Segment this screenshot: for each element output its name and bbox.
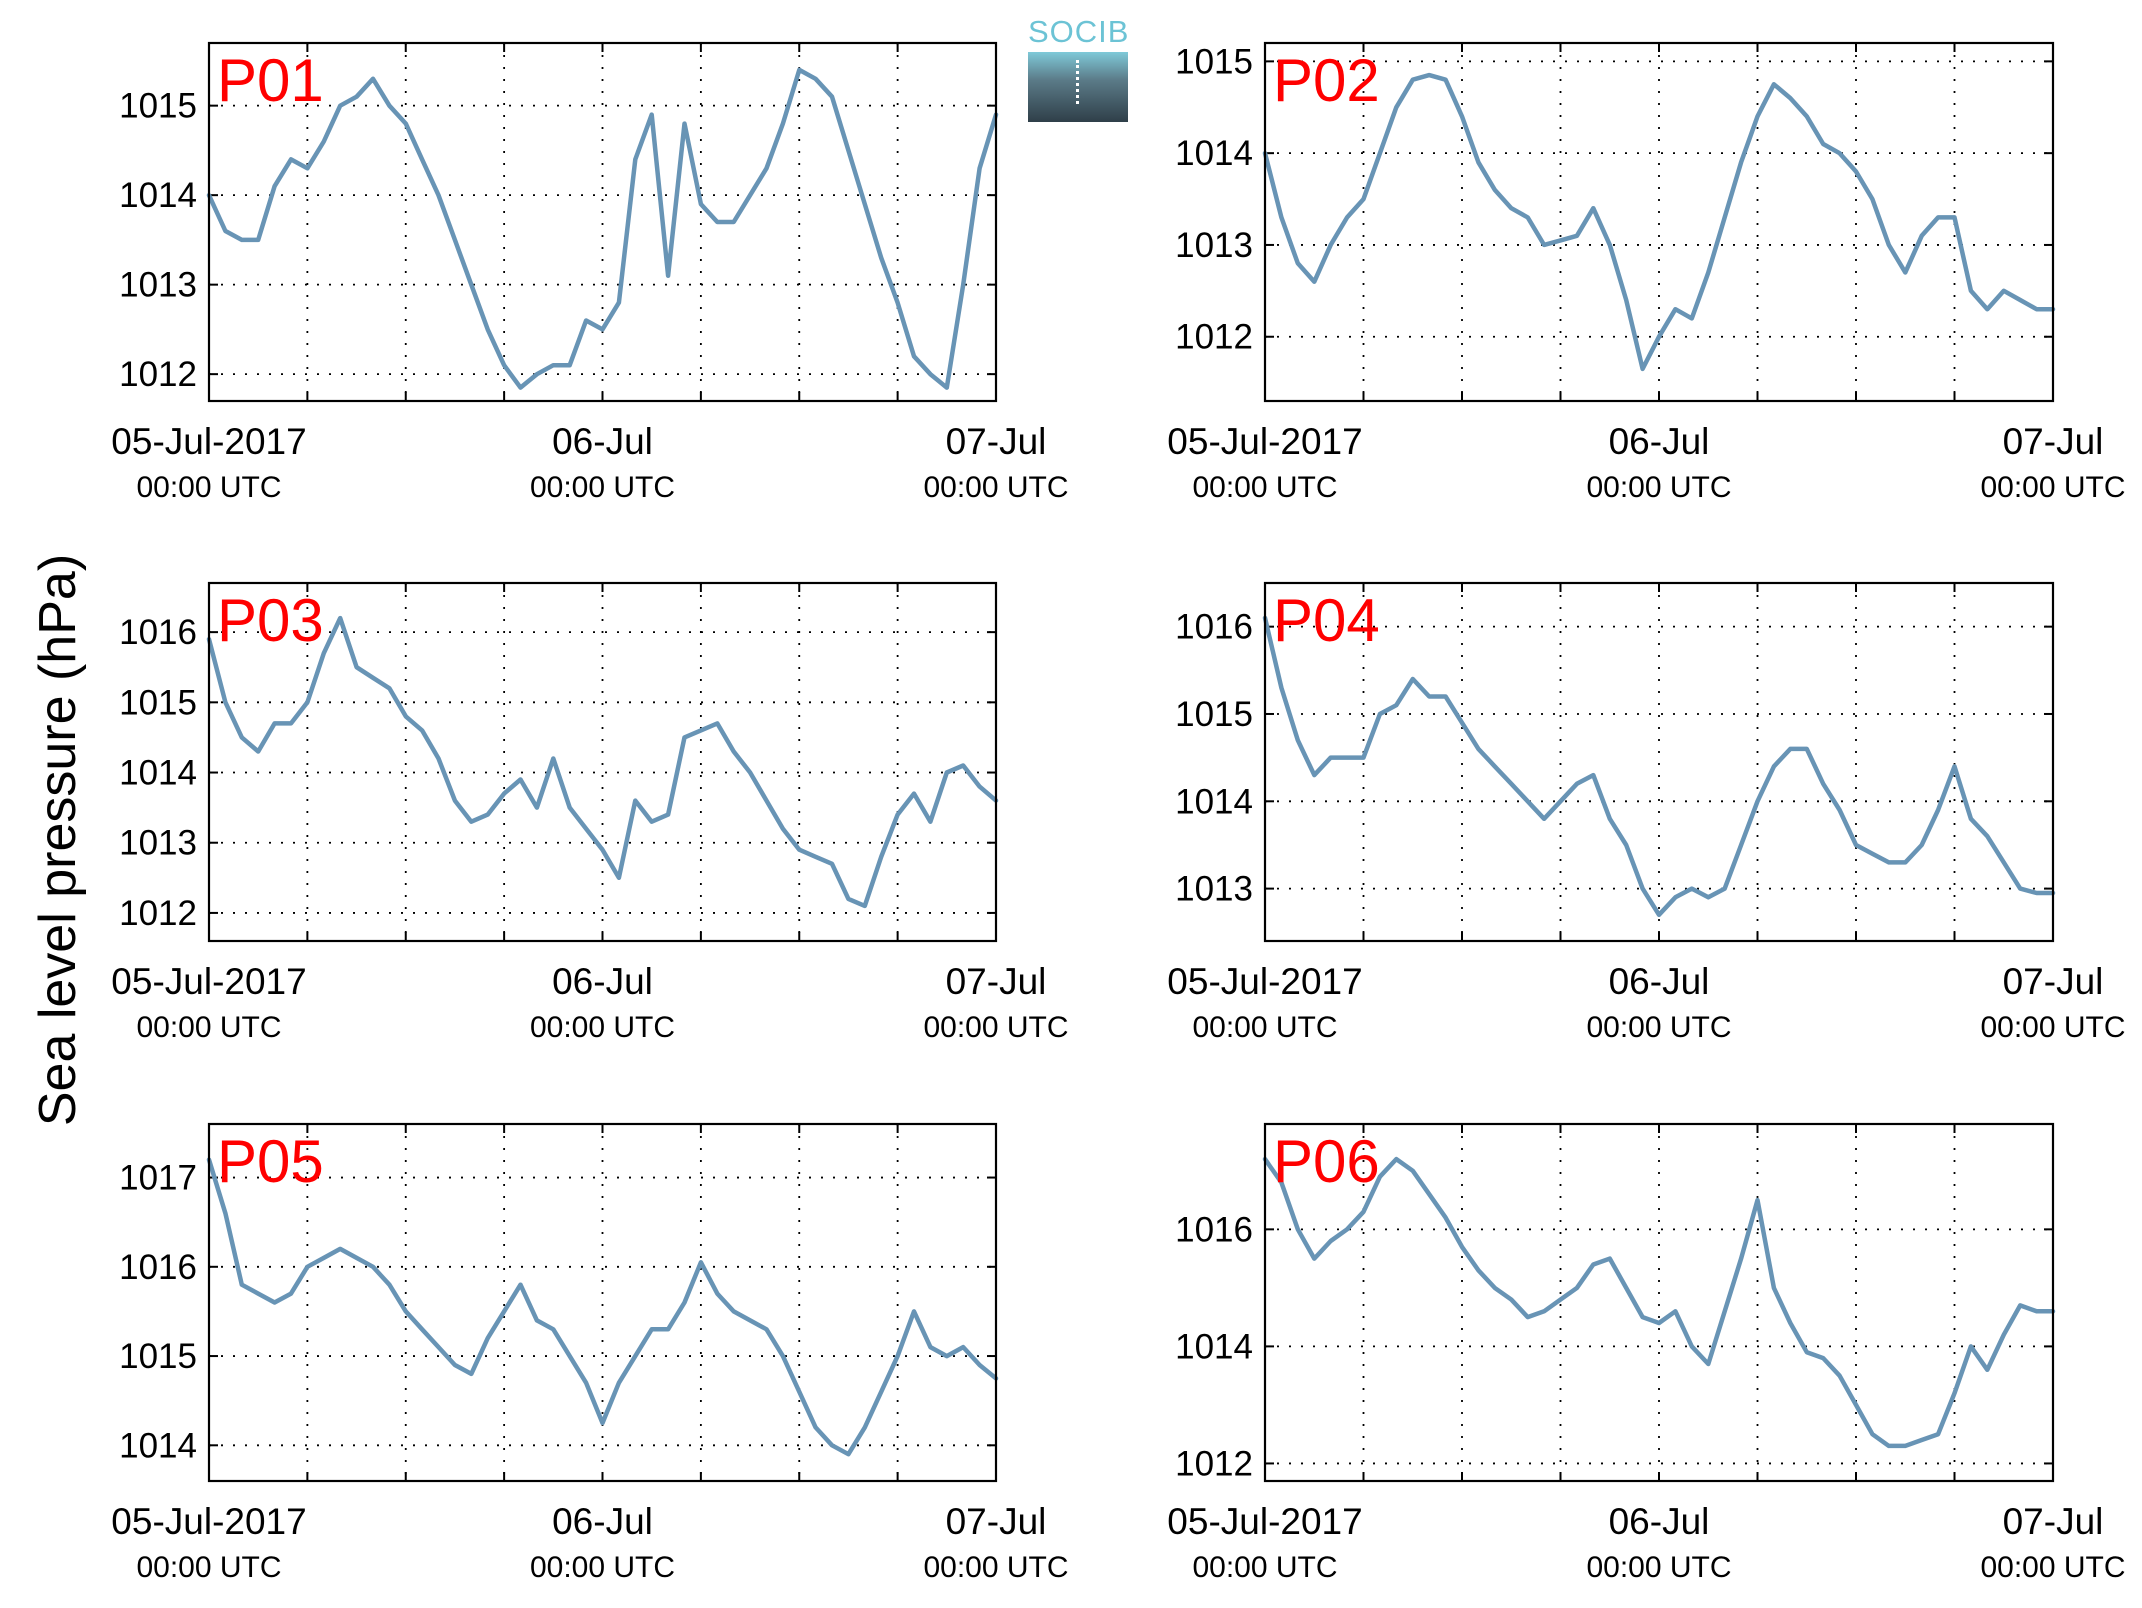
panel-p03: 1012 1013 1014 1015 1016 05-Jul-2017 00:00 UTC… xyxy=(111,581,1069,1044)
panel-label: P03 xyxy=(217,587,324,654)
x-tick-label-date: 06-Jul xyxy=(1609,961,1710,1002)
x-tick-label-date: 07-Jul xyxy=(2003,421,2104,462)
panel-p01: 1012 1013 1014 1015 05-Jul-2017 00:00 UTC 06-J… xyxy=(111,41,1069,504)
y-tick-label: 1014 xyxy=(119,754,197,793)
x-tick-label-time: 00:00 UTC xyxy=(530,1011,675,1044)
y-tick-label: 1012 xyxy=(1175,318,1253,357)
y-tick-label: 1015 xyxy=(119,87,197,126)
y-tick-label: 1014 xyxy=(119,176,197,215)
series-line xyxy=(206,615,999,909)
socib-logo: SOCIB xyxy=(1028,14,1128,122)
y-tick-label: 1014 xyxy=(1175,134,1253,173)
y-tick-label: 1013 xyxy=(1175,870,1253,909)
x-tick-label-time: 00:00 UTC xyxy=(530,471,675,504)
axes-frame xyxy=(207,581,998,943)
logo-mark-box xyxy=(1028,52,1128,122)
x-tick-label-time: 00:00 UTC xyxy=(1192,1551,1337,1584)
y-tick-label: 1012 xyxy=(1175,1444,1253,1483)
y-tick-label: 1016 xyxy=(119,1248,197,1287)
y-tick-label: 1012 xyxy=(119,894,197,933)
y-tick-label: 1016 xyxy=(1175,1210,1253,1249)
y-axis-label: Sea level pressure (hPa) xyxy=(29,553,87,1127)
y-tick-label: 1016 xyxy=(1175,608,1253,647)
panel-p02: 1012 1013 1014 1015 05-Jul-2017 00:00 UTC 06-J… xyxy=(1167,41,2126,504)
panel-label: P01 xyxy=(217,47,324,114)
axes-frame xyxy=(207,41,998,403)
y-tick-label: 1015 xyxy=(119,1337,197,1376)
y-tick-label: 1015 xyxy=(119,683,197,722)
x-tick-label-time: 00:00 UTC xyxy=(1586,471,1731,504)
y-tick-label: 1013 xyxy=(119,824,197,863)
y-tick-label: 1014 xyxy=(1175,782,1253,821)
y-tick-label: 1013 xyxy=(1175,226,1253,265)
x-tick-label-date: 07-Jul xyxy=(946,421,1047,462)
series-line xyxy=(1262,615,2056,918)
x-tick-label-time: 00:00 UTC xyxy=(1586,1551,1731,1584)
y-tick-label: 1015 xyxy=(1175,42,1253,81)
y-tick-label: 1017 xyxy=(119,1159,197,1198)
panel-label: P04 xyxy=(1273,587,1380,654)
x-tick-label-time: 00:00 UTC xyxy=(923,471,1068,504)
x-tick-label-date: 05-Jul-2017 xyxy=(111,961,306,1002)
axes-frame xyxy=(1263,1122,2055,1483)
y-tick-label: 1013 xyxy=(119,266,197,305)
x-tick-label-date: 05-Jul-2017 xyxy=(1167,961,1362,1002)
x-tick-label-time: 00:00 UTC xyxy=(136,1551,281,1584)
x-tick-label-date: 07-Jul xyxy=(2003,1501,2104,1542)
x-tick-label-date: 05-Jul-2017 xyxy=(1167,421,1362,462)
x-tick-label-time: 00:00 UTC xyxy=(923,1551,1068,1584)
x-tick-label-time: 00:00 UTC xyxy=(1980,471,2125,504)
x-tick-label-time: 00:00 UTC xyxy=(1980,1551,2125,1584)
x-tick-label-time: 00:00 UTC xyxy=(1586,1011,1731,1044)
axes-frame xyxy=(207,1122,998,1483)
y-tick-label: 1014 xyxy=(119,1426,197,1465)
y-tick-label: 1016 xyxy=(119,613,197,652)
series-line xyxy=(1262,1156,2056,1449)
x-tick-label-date: 06-Jul xyxy=(1609,1501,1710,1542)
panel-label: P02 xyxy=(1273,47,1380,114)
x-tick-label-date: 05-Jul-2017 xyxy=(111,1501,306,1542)
x-tick-label-date: 06-Jul xyxy=(552,1501,653,1542)
panel-p06: 1012 1014 1016 05-Jul-2017 00:00 UTC 06-Jul 00… xyxy=(1167,1122,2126,1584)
axes-frame xyxy=(1263,41,2055,403)
x-tick-label-time: 00:00 UTC xyxy=(923,1011,1068,1044)
logo-text: SOCIB xyxy=(1028,14,1130,49)
y-tick-label: 1012 xyxy=(119,355,197,394)
y-tick-label: 1015 xyxy=(1175,695,1253,734)
x-tick-label-date: 06-Jul xyxy=(552,421,653,462)
y-tick-label: 1014 xyxy=(1175,1327,1253,1366)
axes-frame xyxy=(1263,581,2055,943)
panel-p04: 1013 1014 1015 1016 05-Jul-2017 00:00 UTC 06-J… xyxy=(1167,581,2126,1044)
series-line xyxy=(206,1157,999,1457)
x-tick-label-date: 06-Jul xyxy=(552,961,653,1002)
x-tick-label-time: 00:00 UTC xyxy=(530,1551,675,1584)
x-tick-label-date: 07-Jul xyxy=(946,1501,1047,1542)
x-tick-label-time: 00:00 UTC xyxy=(1980,1011,2125,1044)
x-tick-label-time: 00:00 UTC xyxy=(136,1011,281,1044)
panel-p05: 1014 1015 1016 1017 05-Jul-2017 00:00 UTC 06-J… xyxy=(111,1122,1069,1584)
x-tick-label-time: 00:00 UTC xyxy=(136,471,281,504)
panel-label: P05 xyxy=(217,1128,324,1195)
x-tick-label-date: 07-Jul xyxy=(2003,961,2104,1002)
x-tick-label-date: 07-Jul xyxy=(946,961,1047,1002)
series-line xyxy=(1262,72,2056,372)
x-tick-label-time: 00:00 UTC xyxy=(1192,471,1337,504)
x-tick-label-date: 05-Jul-2017 xyxy=(111,421,306,462)
x-tick-label-date: 05-Jul-2017 xyxy=(1167,1501,1362,1542)
series-line xyxy=(206,67,999,390)
x-tick-label-date: 06-Jul xyxy=(1609,421,1710,462)
panel-label: P06 xyxy=(1273,1128,1380,1195)
x-tick-label-time: 00:00 UTC xyxy=(1192,1011,1337,1044)
